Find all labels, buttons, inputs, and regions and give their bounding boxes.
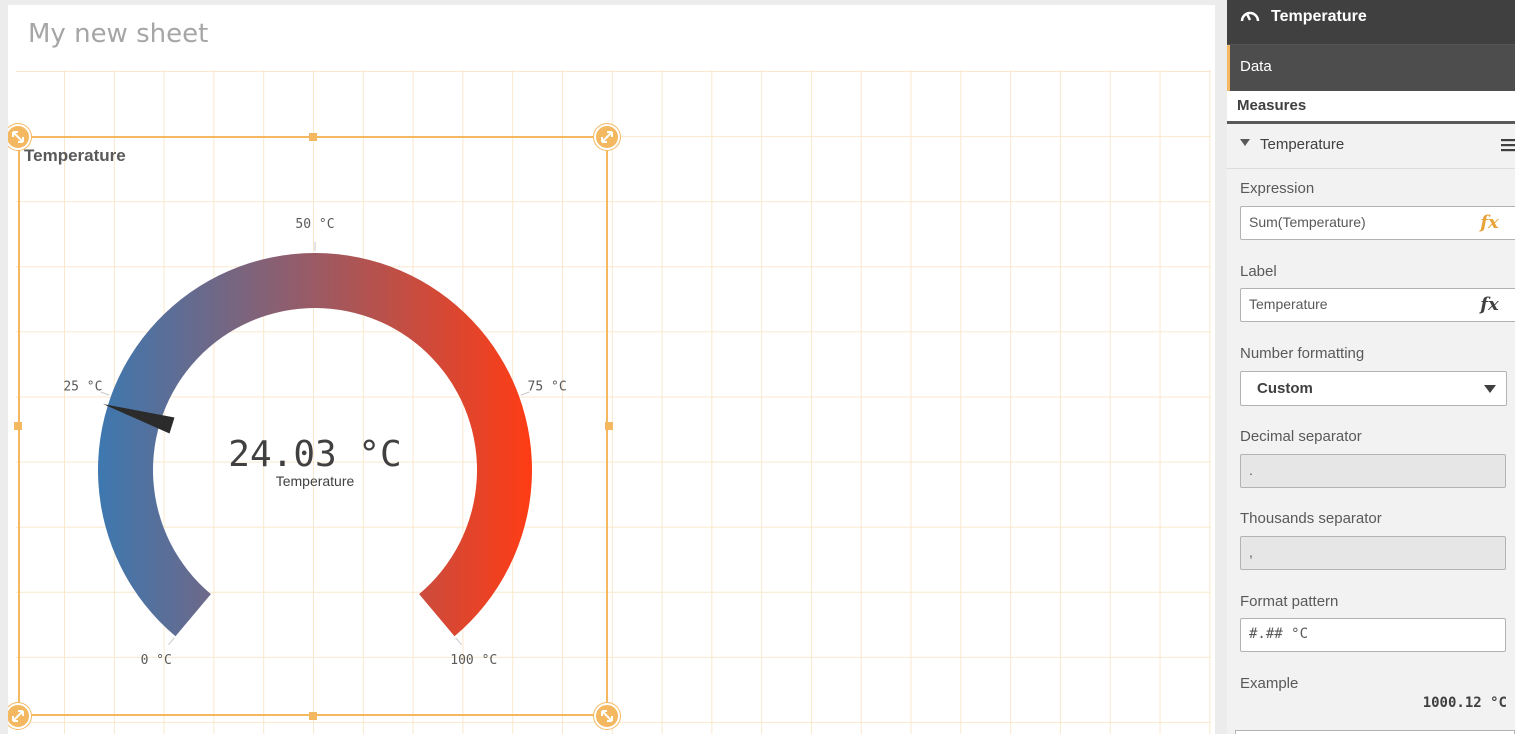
chevron-down-icon <box>1484 385 1496 393</box>
next-section-edge <box>1235 730 1515 734</box>
caret-down-icon <box>1240 139 1250 146</box>
sheet-canvas: My new sheet 0 °C 25 °C 50 °C 75 °C 100 °C 24… <box>8 5 1215 734</box>
gauge-chart-object[interactable]: 0 °C 25 °C 50 °C 75 °C 100 °C 24.03 °C Tempera… <box>18 136 608 716</box>
gauge-tick <box>100 391 110 396</box>
layout-grid <box>16 70 1211 734</box>
gauge-icon <box>1240 11 1260 22</box>
number-formatting-label: Number formatting <box>1240 345 1365 362</box>
resize-handle-bottom-left[interactable] <box>8 703 31 729</box>
decimal-separator-label: Decimal separator <box>1240 428 1362 445</box>
panel-divider <box>1215 0 1227 734</box>
measure-item-label: Temperature <box>1260 136 1345 153</box>
resize-handle-left[interactable] <box>14 422 22 430</box>
gauge-band <box>97 253 532 637</box>
number-formatting-select[interactable]: Custom <box>1240 371 1507 406</box>
number-formatting-value: Custom <box>1257 380 1313 397</box>
expression-fx-button[interactable]: fx <box>1463 206 1515 240</box>
gauge-tick-label: 75 °C <box>528 380 567 395</box>
format-pattern-label: Format pattern <box>1240 593 1339 610</box>
properties-panel: Temperature Data Measures Temperature Ex… <box>1227 0 1515 734</box>
label-label: Label <box>1240 263 1277 280</box>
thousands-separator-label: Thousands separator <box>1240 510 1382 527</box>
example-label: Example <box>1240 675 1299 692</box>
gauge-tick-label: 100 °C <box>450 653 497 668</box>
resize-handle-bottom[interactable] <box>309 712 317 720</box>
measures-heading-label: Measures <box>1237 97 1307 114</box>
expression-input[interactable]: Sum(Temperature) <box>1240 206 1464 240</box>
sheet-title: My new sheet <box>28 19 209 49</box>
resize-icon <box>12 710 24 722</box>
gauge-value: 24.03 °C <box>228 434 401 475</box>
resize-handle-right[interactable] <box>605 422 613 430</box>
label-input[interactable]: Temperature <box>1240 288 1464 322</box>
gauge-tick <box>520 391 530 396</box>
gauge-tick <box>168 637 175 645</box>
measure-item-temperature[interactable]: Temperature <box>1227 124 1515 169</box>
resize-handle-top-left[interactable] <box>8 124 31 150</box>
gauge-tick-label: 50 °C <box>295 217 334 232</box>
gauge-tick-label: 25 °C <box>63 380 102 395</box>
measures-section-heading[interactable]: Measures <box>1227 91 1515 124</box>
panel-title: Temperature <box>1271 8 1367 25</box>
label-fx-button[interactable]: fx <box>1463 288 1515 322</box>
gauge-chart: 0 °C 25 °C 50 °C 75 °C 100 °C 24.03 °CTempera… <box>63 217 567 668</box>
format-pattern-input[interactable]: #.## °C <box>1240 618 1506 652</box>
tab-data-label: Data <box>1240 58 1272 75</box>
gauge-measure-label: Temperature <box>276 473 355 489</box>
decimal-separator-input[interactable]: . <box>1240 454 1506 488</box>
resize-handle-top[interactable] <box>309 133 317 141</box>
resize-icon <box>601 710 613 722</box>
gauge-needle <box>103 404 175 434</box>
resize-icon <box>12 131 24 143</box>
tab-data[interactable]: Data <box>1227 45 1515 91</box>
hamburger-menu-icon[interactable] <box>1501 138 1515 152</box>
gauge-tick-label: 0 °C <box>141 653 172 668</box>
example-value: 1000.12 °C <box>1422 695 1507 711</box>
resize-handle-top-right[interactable] <box>594 124 620 150</box>
gauge-title: Temperature <box>24 146 126 165</box>
resize-handle-bottom-right[interactable] <box>594 703 620 729</box>
expression-label: Expression <box>1240 180 1315 197</box>
thousands-separator-input[interactable]: , <box>1240 536 1506 570</box>
panel-header: Temperature <box>1227 0 1515 45</box>
gauge-tick <box>455 637 462 645</box>
resize-icon <box>601 131 613 143</box>
